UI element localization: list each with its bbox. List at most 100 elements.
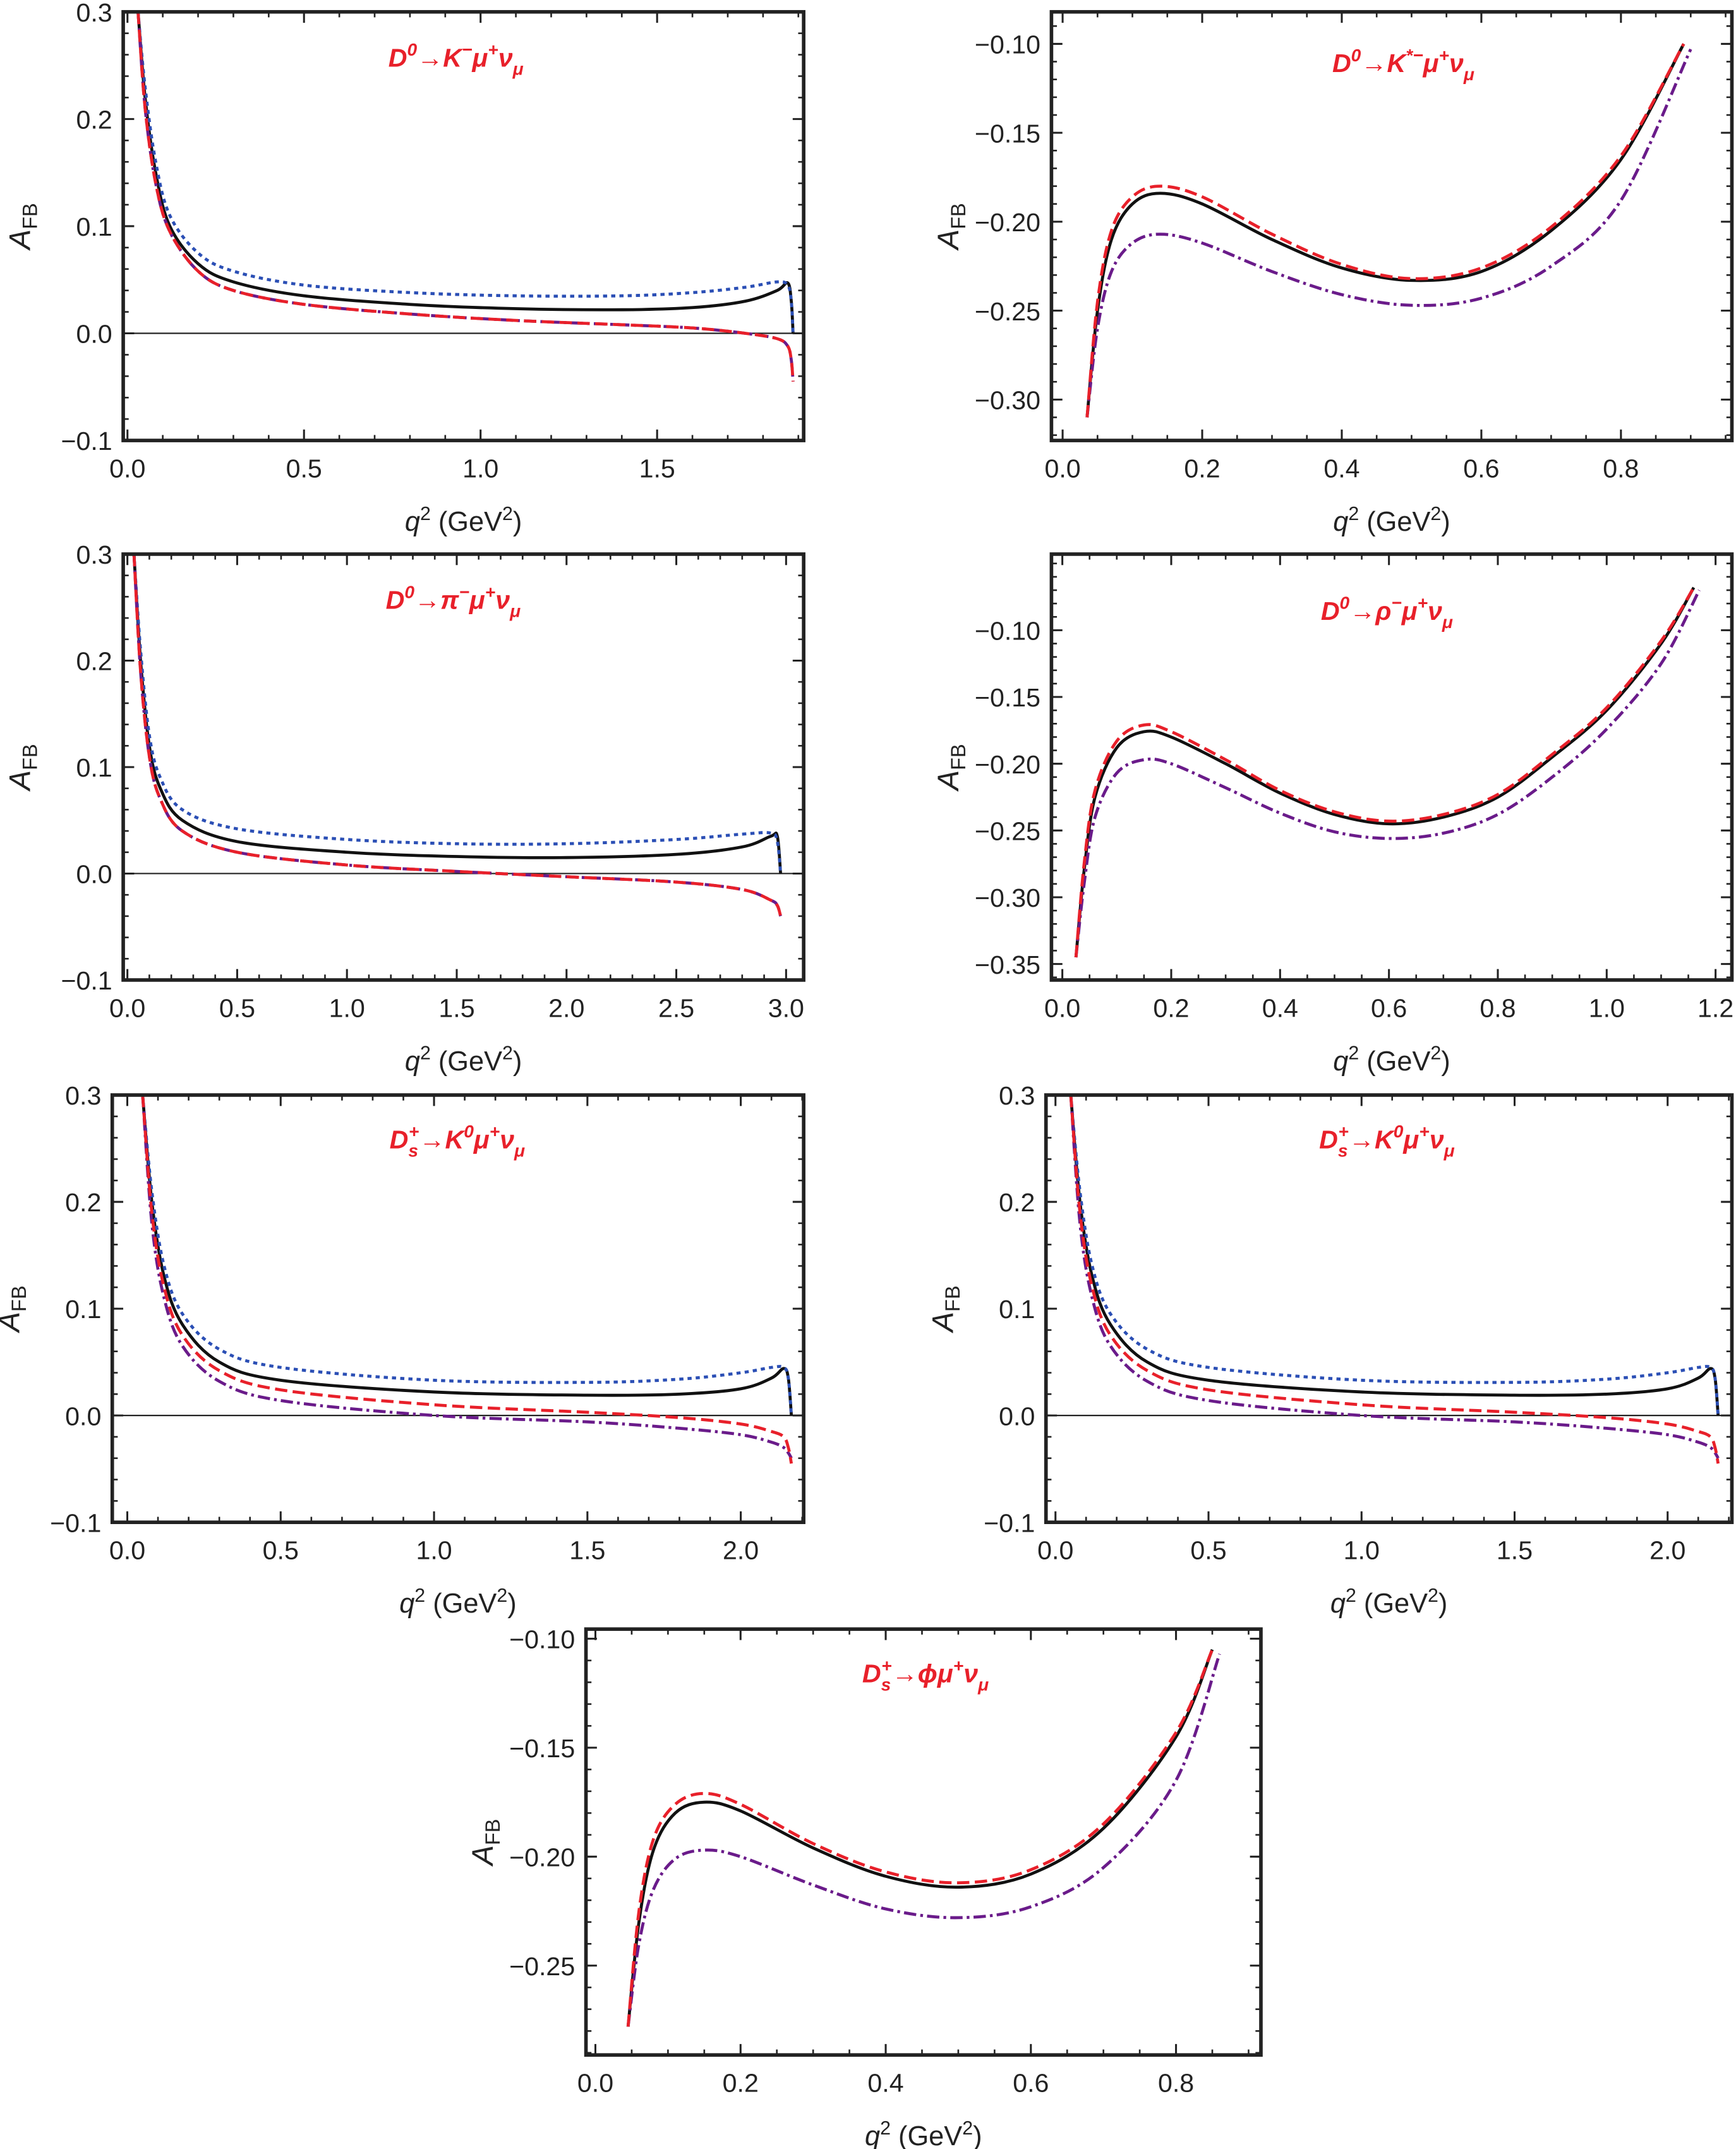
title-text: ν xyxy=(1430,1125,1444,1154)
title-text: →ρ xyxy=(1349,596,1391,626)
x-label-close: ) xyxy=(507,1589,516,1619)
x-label-var: q xyxy=(1333,1046,1348,1077)
series-purple-line xyxy=(1069,1095,1720,1459)
series-black-line xyxy=(1074,586,1696,958)
y-tick-label: 0.2 xyxy=(999,1188,1035,1217)
plot-frame xyxy=(121,9,805,442)
x-tick-label: 1.2 xyxy=(1697,993,1733,1022)
y-tick-label: −0.10 xyxy=(509,1625,575,1654)
title-sub: μ xyxy=(1442,612,1453,632)
panel-title: Ds+→K0μ+νμ xyxy=(390,1121,525,1160)
x-label-unit: (GeV xyxy=(425,1589,497,1619)
y-tick-label: 0.3 xyxy=(76,0,112,27)
title-sub: μ xyxy=(514,1141,525,1161)
title-sup: + xyxy=(953,1655,963,1675)
y-label-sub: FB xyxy=(481,1819,504,1846)
x-label-close: ) xyxy=(513,507,522,537)
x-label-var-sup: 2 xyxy=(1348,504,1359,524)
x-tick-label: 2.0 xyxy=(1649,1536,1685,1565)
x-tick-label: 0.4 xyxy=(867,2069,903,2098)
x-label-var: q xyxy=(1330,1589,1346,1619)
title-text: μ xyxy=(469,586,485,615)
title-text: μ xyxy=(473,1125,490,1154)
title-text: D xyxy=(390,1125,409,1154)
y-tick-label: 0.0 xyxy=(999,1401,1035,1431)
title-sup: + xyxy=(485,581,495,602)
y-axis-label: AFB xyxy=(926,1285,964,1333)
x-tick-label: 0.0 xyxy=(577,2069,613,2098)
x-label-var: q xyxy=(405,507,420,537)
series-red-line xyxy=(141,1095,793,1464)
y-tick-label: 0.1 xyxy=(999,1295,1035,1324)
x-label-unit-sup: 2 xyxy=(1430,1043,1441,1064)
x-axis-label: q2 (GeV2) xyxy=(405,504,522,537)
y-tick-label: −0.10 xyxy=(975,30,1040,59)
x-label-var: q xyxy=(399,1589,414,1619)
x-label-close: ) xyxy=(1441,1046,1450,1077)
x-tick-label: 0.2 xyxy=(723,2069,759,2098)
x-tick-label: 2.0 xyxy=(548,993,584,1022)
series-black-line xyxy=(626,1649,1214,2027)
title-sup: 0 xyxy=(464,1121,474,1141)
y-tick-label: −0.1 xyxy=(50,1508,101,1537)
x-tick-label: 1.0 xyxy=(416,1536,452,1565)
y-tick-label: 0.2 xyxy=(76,106,112,135)
x-tick-label: 0.4 xyxy=(1323,454,1359,483)
x-tick-label: 0.6 xyxy=(1013,2069,1049,2098)
title-sup: 0 xyxy=(404,581,414,602)
panel-5: 0.0 0.5 1.0 1.5 2.0−0.10.00.10.20.3q2 (GeV2)… xyxy=(0,1081,805,1619)
series-purple-line xyxy=(1074,589,1701,958)
y-tick-label: −0.25 xyxy=(509,1952,575,1981)
y-tick-label: −0.20 xyxy=(975,208,1040,237)
y-label-sub: FB xyxy=(947,203,970,229)
title-sup: + xyxy=(409,1121,419,1141)
x-tick-label: 0.0 xyxy=(109,1536,145,1565)
y-tick-label: 0.0 xyxy=(76,320,112,349)
x-tick-label: 0.5 xyxy=(219,993,255,1022)
title-sub: μ xyxy=(509,601,521,621)
y-label-var: A xyxy=(4,770,37,792)
x-label-var: q xyxy=(865,2121,880,2149)
x-tick-label: 2.0 xyxy=(723,1536,759,1565)
x-tick-label: 0.0 xyxy=(109,454,145,483)
y-label-var: A xyxy=(0,1312,26,1334)
x-label-unit-sup: 2 xyxy=(1430,504,1441,524)
plot-frame xyxy=(121,552,805,982)
title-sup: + xyxy=(1418,593,1428,613)
y-tick-label: −0.25 xyxy=(975,816,1040,845)
x-axis-label: q2 (GeV2) xyxy=(1330,1585,1447,1619)
y-tick-label: 0.3 xyxy=(76,540,112,569)
y-axis-label: AFB xyxy=(4,744,42,792)
panel-title: D0→ρ−μ+νμ xyxy=(1321,593,1453,632)
x-tick-label: 0.5 xyxy=(1190,1536,1226,1565)
x-tick-label: 0.6 xyxy=(1371,993,1407,1022)
x-label-unit-sup: 2 xyxy=(962,2118,973,2139)
x-tick-label: 0.5 xyxy=(263,1536,299,1565)
series-red-line xyxy=(132,554,782,917)
y-tick-label: −0.15 xyxy=(975,119,1040,148)
panel-6: 0.0 0.5 1.0 1.5 2.0−0.10.00.10.20.3q2 (GeV2)… xyxy=(926,1081,1734,1619)
x-tick-label: 0.5 xyxy=(286,454,322,483)
x-tick-label: 0.0 xyxy=(109,993,145,1022)
x-tick-label: 1.5 xyxy=(438,993,474,1022)
y-tick-label: 0.3 xyxy=(999,1081,1035,1110)
title-sup: + xyxy=(1419,1121,1429,1141)
y-label-var: A xyxy=(926,1312,960,1334)
x-label-unit: (GeV xyxy=(431,1046,502,1077)
title-text: D xyxy=(1319,1125,1338,1154)
y-label-sub: FB xyxy=(947,744,970,770)
title-sup: + xyxy=(488,39,498,59)
title-sub: s xyxy=(881,1674,891,1695)
y-tick-label: −0.1 xyxy=(61,966,112,995)
title-text: ν xyxy=(500,1125,514,1154)
x-label-unit: (GeV xyxy=(431,507,502,537)
series-red-line xyxy=(1074,586,1696,958)
x-label-close: ) xyxy=(513,1046,522,1077)
y-axis-label: AFB xyxy=(4,203,42,251)
y-label-sub: FB xyxy=(19,744,42,770)
y-label-var: A xyxy=(466,1845,500,1867)
series-purple-line xyxy=(1085,48,1692,418)
y-axis-label: AFB xyxy=(932,744,970,792)
title-sup: 0 xyxy=(1394,1121,1404,1141)
